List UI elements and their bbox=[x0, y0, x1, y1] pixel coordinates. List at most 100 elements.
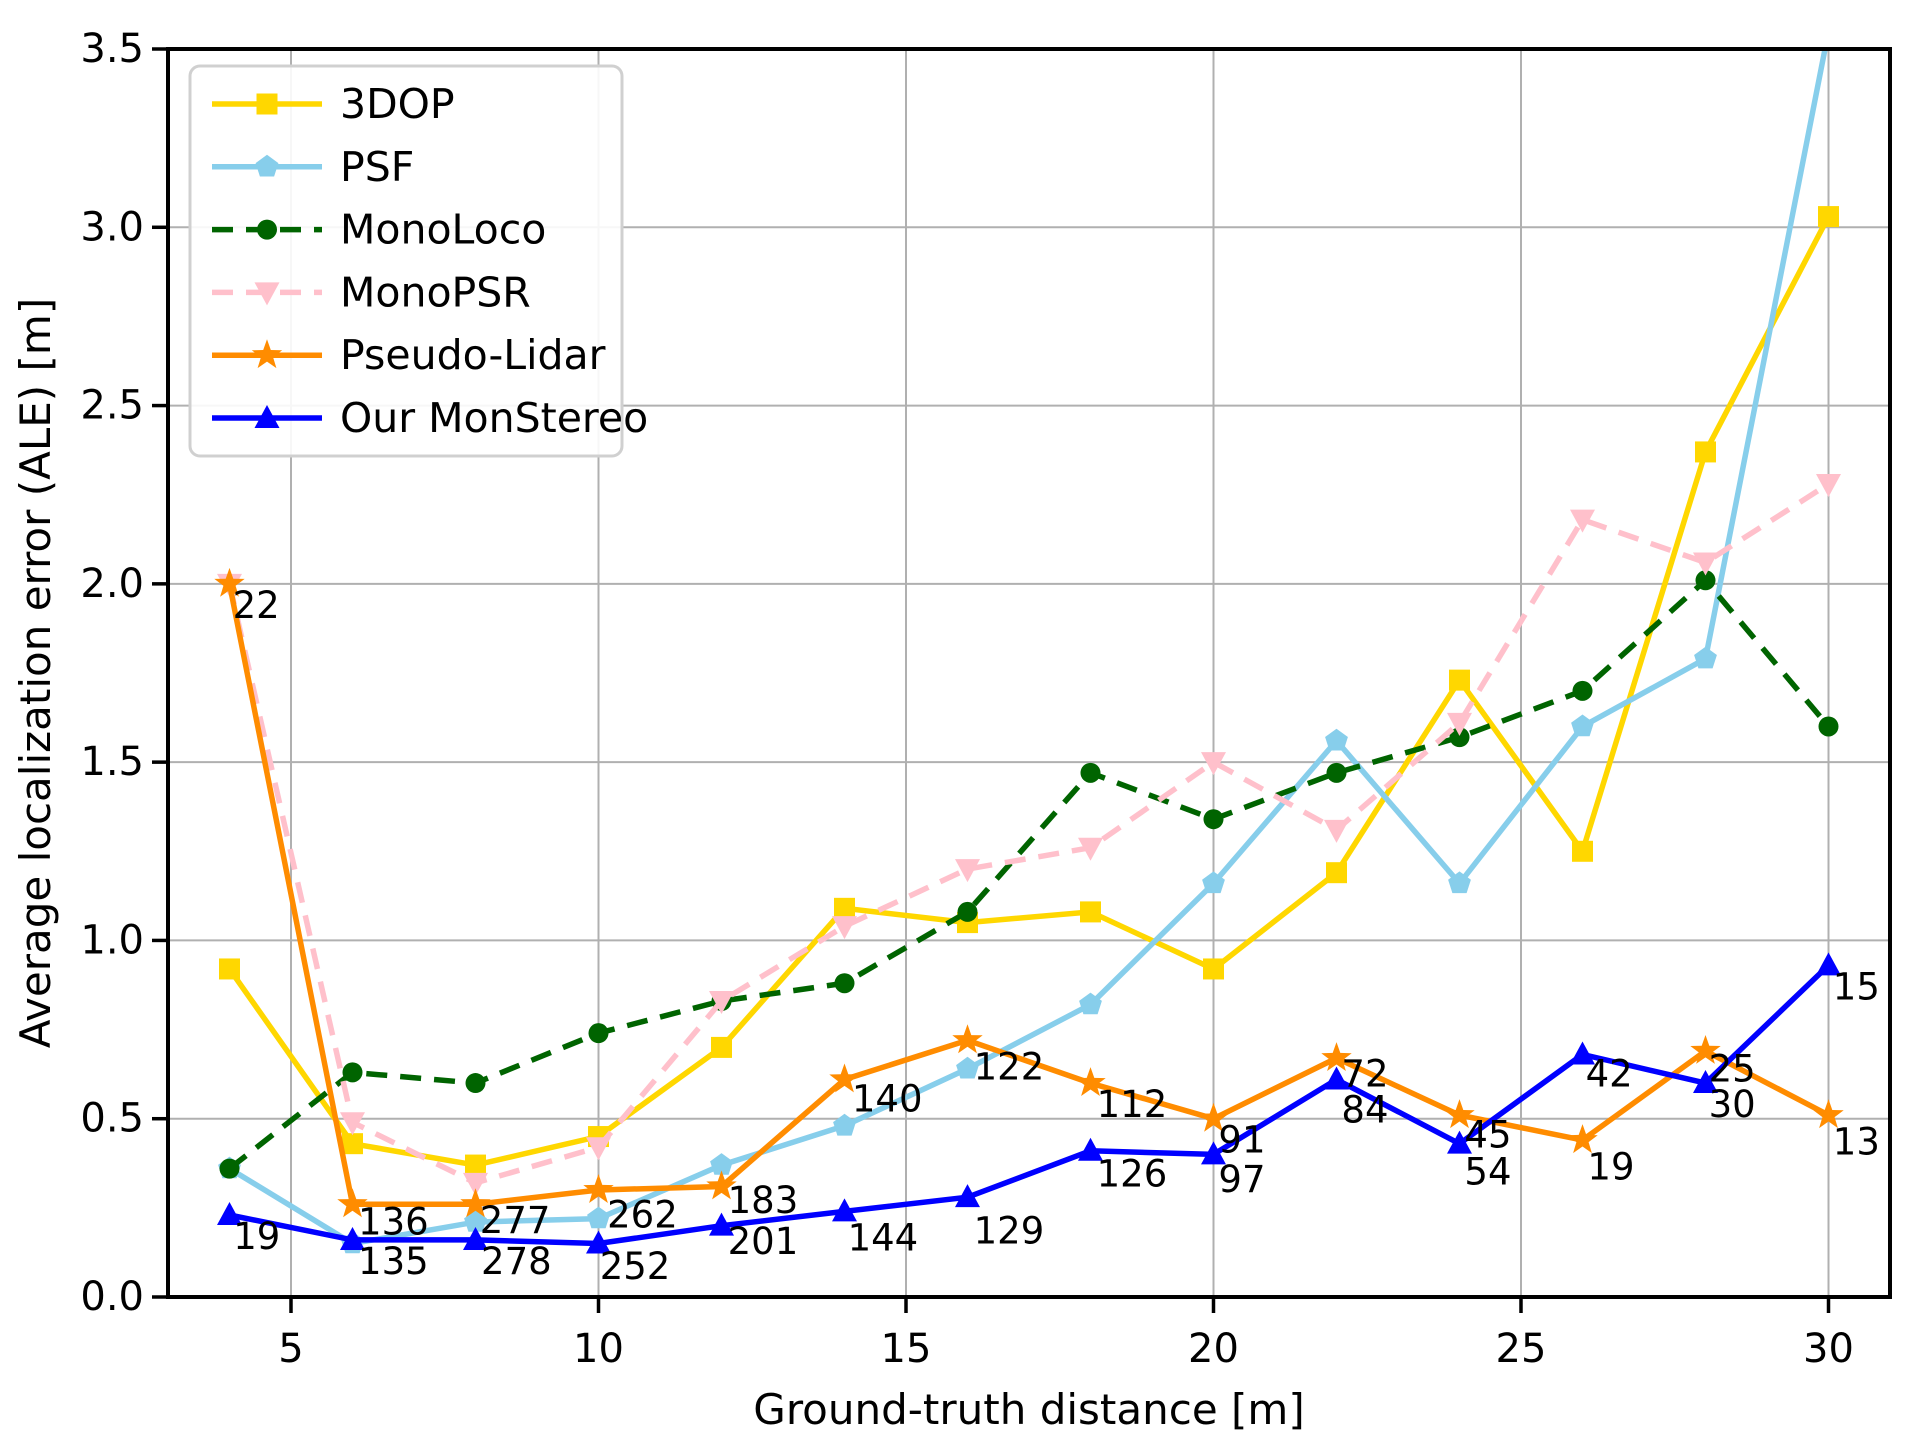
annotation: 15 bbox=[1833, 965, 1880, 1008]
marker-pentagon bbox=[1448, 871, 1471, 894]
series-monopsr bbox=[217, 474, 1841, 1196]
legend-item-our-monstereo: Our MonStereo bbox=[212, 394, 648, 442]
x-tick-labels: 5 10 15 20 25 30 bbox=[278, 1326, 1854, 1372]
marker-triangle-up bbox=[586, 1230, 611, 1254]
marker-star bbox=[1321, 1042, 1352, 1071]
annotation: 30 bbox=[1709, 1083, 1756, 1126]
marker-star bbox=[829, 1063, 860, 1093]
marker-square bbox=[1203, 958, 1224, 980]
marker-pentagon bbox=[1817, 19, 1840, 41]
legend-label: PSF bbox=[340, 143, 414, 191]
marker-triangle-down bbox=[1570, 509, 1595, 533]
marker-triangle-down bbox=[832, 916, 857, 940]
legend-item-psf: PSF bbox=[212, 143, 414, 191]
annotation: 112 bbox=[1097, 1083, 1168, 1126]
marker-triangle-down bbox=[1447, 712, 1472, 736]
annotation: 19 bbox=[1587, 1145, 1634, 1188]
marker-circle bbox=[957, 901, 978, 922]
marker-pentagon bbox=[1325, 728, 1348, 751]
x-tick-label: 5 bbox=[278, 1326, 303, 1372]
marker-triangle-up bbox=[1816, 952, 1841, 976]
y-tick-label: 2.5 bbox=[80, 383, 144, 429]
marker-triangle-down bbox=[463, 1172, 488, 1196]
y-tick-labels: 0.0 0.5 1.0 1.5 2.0 2.5 3.0 3.5 bbox=[80, 26, 144, 1320]
marker-triangle-up bbox=[1693, 1070, 1718, 1094]
annotation: 45 bbox=[1464, 1113, 1511, 1156]
marker-star bbox=[1198, 1102, 1229, 1132]
marker-circle bbox=[1080, 762, 1101, 783]
legend-label: MonoLoco bbox=[340, 206, 546, 254]
series-pseudo-lidar bbox=[214, 567, 1844, 1218]
annotation: 13 bbox=[1833, 1120, 1880, 1163]
annotation: 129 bbox=[974, 1210, 1045, 1253]
marker-triangle-down bbox=[586, 1137, 611, 1161]
annotation: 84 bbox=[1341, 1088, 1388, 1131]
y-tick-label: 0.0 bbox=[80, 1274, 144, 1320]
annotation: 278 bbox=[481, 1240, 552, 1283]
marker-pentagon bbox=[833, 1113, 856, 1136]
marker-pentagon bbox=[1571, 714, 1594, 737]
marker-triangle-up bbox=[955, 1184, 980, 1208]
marker-triangle-up bbox=[217, 1201, 242, 1225]
legend-item-3dop: 3DOP bbox=[212, 80, 455, 128]
legend: 3DOP PSF MonoLoco MonoPSR Pseudo-Lidar Our Mo… bbox=[188, 64, 648, 458]
x-tick-label: 25 bbox=[1496, 1326, 1547, 1372]
legend-item-monoloco: MonoLoco bbox=[212, 206, 546, 254]
marker-star bbox=[952, 1024, 983, 1054]
annotation: 277 bbox=[480, 1199, 551, 1242]
marker-star bbox=[1813, 1099, 1844, 1129]
marker-triangle-down bbox=[709, 991, 734, 1015]
marker-circle bbox=[834, 973, 855, 994]
annotation: 144 bbox=[848, 1217, 919, 1260]
marker-triangle-up bbox=[340, 1226, 365, 1250]
marker-square bbox=[219, 958, 240, 980]
marker-triangle-up bbox=[1078, 1137, 1103, 1161]
marker-circle bbox=[465, 1073, 486, 1094]
marker-pentagon bbox=[1079, 992, 1102, 1015]
series-3dop bbox=[219, 206, 1839, 1176]
marker-circle bbox=[1818, 716, 1839, 737]
marker-star bbox=[583, 1174, 614, 1203]
y-axis-label: Average localization error (ALE) [m] bbox=[11, 298, 60, 1048]
marker-star bbox=[1567, 1124, 1598, 1154]
series-line bbox=[228, 49, 1828, 1247]
marker-star bbox=[251, 339, 283, 369]
series-line bbox=[227, 215, 1831, 1168]
legend-label: MonoPSR bbox=[340, 268, 531, 316]
marker-circle bbox=[1203, 809, 1224, 830]
marker-pentagon bbox=[587, 1206, 610, 1229]
annotation: 122 bbox=[974, 1046, 1045, 1089]
y-tick-label: 3.0 bbox=[80, 204, 144, 250]
annotation: 22 bbox=[233, 584, 280, 627]
marker-circle bbox=[257, 219, 277, 240]
annotation: 25 bbox=[1709, 1047, 1756, 1090]
marker-square bbox=[1080, 901, 1101, 923]
series-line bbox=[226, 583, 1830, 1208]
marker-star bbox=[214, 567, 245, 597]
marker-star bbox=[1444, 1099, 1475, 1129]
marker-star bbox=[460, 1188, 491, 1218]
marker-triangle-up bbox=[1570, 1041, 1595, 1065]
marker-triangle-down bbox=[1816, 474, 1841, 498]
marker-pentagon bbox=[464, 1210, 487, 1232]
annotation: 54 bbox=[1464, 1151, 1511, 1194]
annotation: 91 bbox=[1218, 1119, 1265, 1162]
marker-star bbox=[706, 1170, 737, 1200]
x-tick-label: 30 bbox=[1803, 1326, 1854, 1372]
y-tick-label: 1.5 bbox=[80, 739, 144, 785]
annotation: 140 bbox=[852, 1078, 923, 1121]
marker-circle bbox=[1695, 570, 1716, 591]
annotation: 126 bbox=[1097, 1152, 1168, 1195]
marker-circle bbox=[1449, 727, 1470, 748]
x-tick-label: 15 bbox=[881, 1326, 932, 1372]
legend-box bbox=[188, 64, 624, 458]
marker-triangle-down bbox=[1201, 752, 1226, 776]
annotation: 72 bbox=[1341, 1053, 1388, 1096]
marker-square bbox=[1818, 206, 1839, 228]
annotation: 97 bbox=[1218, 1158, 1265, 1201]
marker-circle bbox=[1326, 762, 1347, 783]
plot-border bbox=[166, 47, 1892, 1299]
